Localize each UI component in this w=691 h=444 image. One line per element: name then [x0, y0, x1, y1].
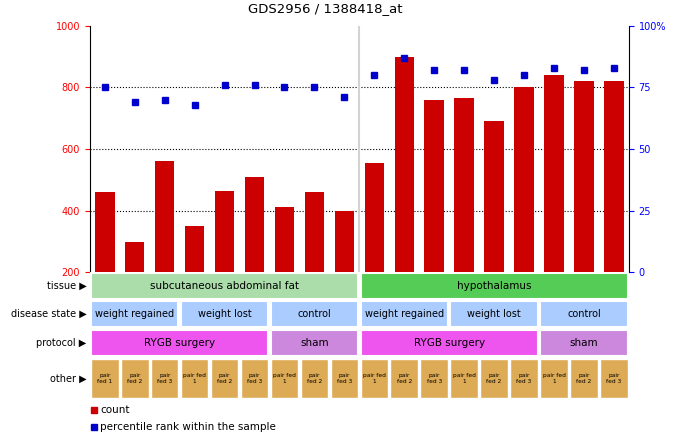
Bar [121, 359, 149, 398]
Text: pair
fed 3: pair fed 3 [426, 373, 442, 384]
Bar [361, 301, 448, 327]
Bar [540, 359, 568, 398]
Text: pair fed
1: pair fed 1 [542, 373, 565, 384]
Text: control: control [298, 309, 331, 319]
Text: pair
fed 3: pair fed 3 [157, 373, 172, 384]
Bar [361, 273, 627, 299]
Bar [451, 301, 538, 327]
Bar [600, 359, 627, 398]
Text: pair
fed 2: pair fed 2 [217, 373, 232, 384]
Bar [510, 359, 538, 398]
Text: pair
fed 3: pair fed 3 [606, 373, 621, 384]
Bar [420, 359, 448, 398]
Bar [215, 190, 234, 334]
Bar [480, 359, 508, 398]
Text: other ▶: other ▶ [50, 373, 86, 384]
Text: pair
fed 3: pair fed 3 [337, 373, 352, 384]
Bar [395, 56, 414, 334]
Text: pair fed
1: pair fed 1 [363, 373, 386, 384]
Text: disease state ▶: disease state ▶ [10, 309, 86, 319]
Bar [181, 301, 268, 327]
Bar [151, 359, 178, 398]
Text: pair fed
1: pair fed 1 [273, 373, 296, 384]
Bar [305, 192, 324, 334]
Text: protocol ▶: protocol ▶ [36, 338, 86, 348]
Bar [361, 359, 388, 398]
Bar [181, 359, 209, 398]
Bar [125, 242, 144, 334]
Text: count: count [100, 405, 130, 415]
Text: pair
fed 3: pair fed 3 [247, 373, 262, 384]
Text: RYGB surgery: RYGB surgery [414, 338, 484, 348]
Text: pair fed
1: pair fed 1 [183, 373, 206, 384]
Text: weight lost: weight lost [198, 309, 252, 319]
Text: tissue ▶: tissue ▶ [46, 281, 86, 291]
Bar [514, 87, 533, 334]
Text: percentile rank within the sample: percentile rank within the sample [100, 422, 276, 432]
Bar [604, 81, 623, 334]
Bar [484, 121, 504, 334]
Bar [91, 330, 268, 356]
Text: hypothalamus: hypothalamus [457, 281, 531, 291]
Bar [271, 330, 358, 356]
Bar [211, 359, 238, 398]
Text: pair
fed 3: pair fed 3 [516, 373, 531, 384]
Bar [424, 99, 444, 334]
Bar [271, 359, 299, 398]
Text: sham: sham [300, 338, 329, 348]
Text: RYGB surgery: RYGB surgery [144, 338, 215, 348]
Text: weight regained: weight regained [95, 309, 174, 319]
Bar [540, 330, 627, 356]
Text: pair fed
1: pair fed 1 [453, 373, 475, 384]
Bar [275, 207, 294, 334]
Text: pair
fed 2: pair fed 2 [127, 373, 142, 384]
Bar [185, 226, 205, 334]
Bar [365, 163, 384, 334]
Bar [390, 359, 418, 398]
Bar [91, 359, 119, 398]
Text: pair
fed 2: pair fed 2 [576, 373, 591, 384]
Text: pair
fed 1: pair fed 1 [97, 373, 113, 384]
Text: GDS2956 / 1388418_at: GDS2956 / 1388418_at [247, 2, 402, 15]
Bar [451, 359, 478, 398]
Text: pair
fed 2: pair fed 2 [397, 373, 412, 384]
Bar [301, 359, 328, 398]
Bar [334, 210, 354, 334]
Bar [455, 98, 474, 334]
Text: control: control [567, 309, 600, 319]
Bar [155, 161, 174, 334]
Text: pair
fed 2: pair fed 2 [307, 373, 322, 384]
Text: weight lost: weight lost [467, 309, 521, 319]
Bar [570, 359, 598, 398]
Bar [240, 359, 268, 398]
Bar [271, 301, 358, 327]
Text: pair
fed 2: pair fed 2 [486, 373, 502, 384]
Bar [361, 330, 538, 356]
Bar [574, 81, 594, 334]
Text: sham: sham [569, 338, 598, 348]
Text: weight regained: weight regained [365, 309, 444, 319]
Text: subcutaneous abdominal fat: subcutaneous abdominal fat [150, 281, 299, 291]
Bar [540, 301, 627, 327]
Bar [95, 192, 115, 334]
Bar [91, 301, 178, 327]
Bar [545, 75, 564, 334]
Bar [91, 273, 358, 299]
Bar [245, 177, 264, 334]
Bar [330, 359, 358, 398]
